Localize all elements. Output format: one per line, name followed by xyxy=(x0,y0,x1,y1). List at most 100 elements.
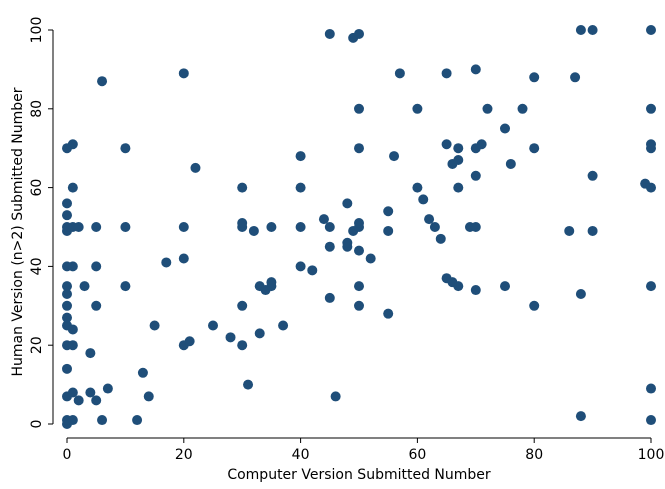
data-point xyxy=(237,182,248,193)
data-point xyxy=(67,415,78,426)
data-point xyxy=(482,103,493,114)
data-point xyxy=(517,103,528,114)
data-point xyxy=(178,68,189,79)
data-point xyxy=(564,225,575,236)
data-point xyxy=(149,320,160,331)
data-point xyxy=(354,218,364,229)
data-point xyxy=(500,281,510,292)
data-point xyxy=(394,68,405,79)
data-point xyxy=(365,253,376,264)
y-axis-title: Human Version (n>2) Submitted Number xyxy=(10,87,26,376)
x-tick-label: 0 xyxy=(63,447,72,463)
data-point xyxy=(441,68,452,79)
data-point xyxy=(453,155,464,166)
data-point xyxy=(441,139,452,150)
x-axis-title: Computer Version Submitted Number xyxy=(227,467,491,483)
data-point xyxy=(120,281,131,292)
data-point xyxy=(295,182,306,193)
data-point xyxy=(324,292,335,303)
data-point xyxy=(412,103,423,114)
data-point xyxy=(62,300,72,311)
data-point xyxy=(295,151,306,162)
data-point xyxy=(324,28,335,39)
data-point xyxy=(85,348,96,359)
data-point xyxy=(529,143,540,154)
x-tick-label: 100 xyxy=(638,447,665,463)
data-point xyxy=(295,261,306,272)
data-point xyxy=(62,312,72,323)
data-point xyxy=(67,139,78,150)
y-tick-label: 20 xyxy=(29,336,45,354)
data-point xyxy=(505,158,516,169)
data-point xyxy=(470,222,481,232)
data-point xyxy=(62,281,72,292)
data-point xyxy=(178,222,189,232)
data-point xyxy=(190,162,201,173)
y-tick-label: 40 xyxy=(29,257,45,275)
data-point xyxy=(184,336,195,347)
data-point xyxy=(67,387,78,398)
points-layer xyxy=(62,25,656,429)
data-point xyxy=(342,237,353,248)
data-point xyxy=(354,300,364,311)
y-axis-ticks: 0 20 40 60 80 100 xyxy=(29,17,53,428)
data-point xyxy=(91,300,102,311)
data-point xyxy=(354,143,364,154)
data-point xyxy=(143,391,154,402)
data-point xyxy=(62,210,72,221)
data-point xyxy=(646,415,656,426)
data-point xyxy=(91,261,102,272)
data-point xyxy=(67,182,78,193)
y-tick-label: 100 xyxy=(29,17,45,44)
x-tick-label: 80 xyxy=(525,447,543,463)
data-point xyxy=(646,103,656,114)
data-point xyxy=(429,222,440,232)
x-tick-label: 40 xyxy=(292,447,310,463)
data-point xyxy=(453,143,464,154)
data-point xyxy=(137,367,148,378)
data-point xyxy=(324,222,335,232)
data-point xyxy=(254,328,265,339)
data-point xyxy=(225,332,236,343)
data-point xyxy=(73,222,84,232)
data-point xyxy=(120,143,131,154)
data-point xyxy=(208,320,218,331)
x-tick-label: 60 xyxy=(408,447,426,463)
data-point xyxy=(575,288,586,299)
y-tick-label: 60 xyxy=(29,179,45,197)
data-point xyxy=(646,182,656,193)
data-point xyxy=(237,300,248,311)
data-point xyxy=(237,340,248,351)
data-point xyxy=(73,395,84,406)
data-point xyxy=(102,383,113,394)
data-point xyxy=(67,261,78,272)
data-point xyxy=(342,198,353,209)
data-point xyxy=(278,320,289,331)
data-point xyxy=(587,25,598,35)
data-point xyxy=(266,277,277,288)
y-tick-label: 80 xyxy=(29,100,45,118)
x-axis-ticks: 0 20 40 60 80 100 xyxy=(63,438,665,463)
data-point xyxy=(529,72,540,83)
data-point xyxy=(453,182,464,193)
data-point xyxy=(62,288,72,299)
data-point xyxy=(646,383,656,394)
data-point xyxy=(62,198,72,209)
data-point xyxy=(646,25,656,35)
data-point xyxy=(266,222,277,232)
data-point xyxy=(453,281,464,292)
data-point xyxy=(646,281,656,292)
data-point xyxy=(178,253,189,264)
data-point xyxy=(67,340,78,351)
data-point xyxy=(354,245,364,256)
data-point xyxy=(529,300,540,311)
data-point xyxy=(79,281,90,292)
data-point xyxy=(383,225,394,236)
data-point xyxy=(412,182,423,193)
data-point xyxy=(354,281,364,292)
data-point xyxy=(243,379,254,390)
data-point xyxy=(470,170,481,181)
data-point xyxy=(587,225,598,236)
data-point xyxy=(435,233,446,244)
data-point xyxy=(418,194,429,205)
